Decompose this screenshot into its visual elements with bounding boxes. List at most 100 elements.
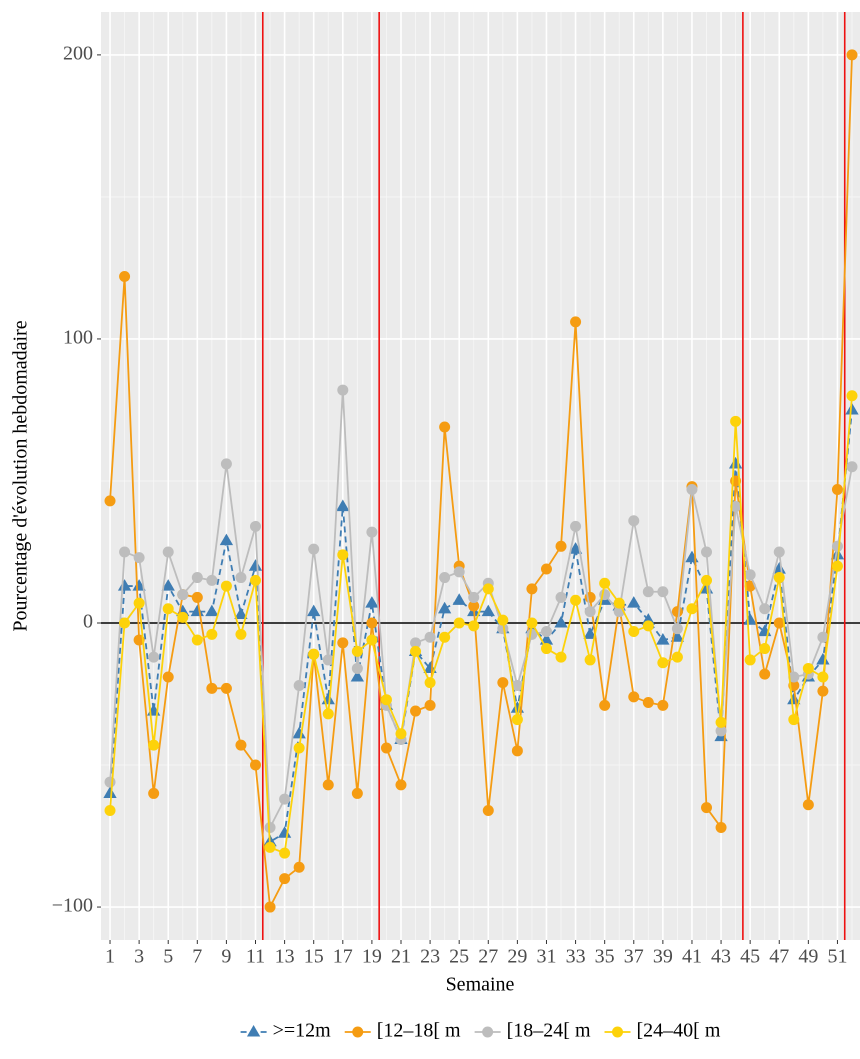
point xyxy=(816,652,830,665)
point xyxy=(773,572,785,584)
point xyxy=(584,606,596,618)
point xyxy=(555,591,567,603)
point xyxy=(322,779,334,791)
x-tick-label: 43 xyxy=(711,946,731,968)
point xyxy=(250,759,262,771)
point xyxy=(191,572,203,584)
legend-key xyxy=(240,1025,267,1037)
x-tick-label: 5 xyxy=(163,946,173,968)
point xyxy=(162,603,174,615)
point xyxy=(570,520,582,532)
point xyxy=(468,620,480,632)
point xyxy=(715,725,727,737)
point xyxy=(802,662,814,674)
point xyxy=(410,645,422,657)
x-tick-label: 13 xyxy=(275,946,295,968)
point xyxy=(453,566,465,578)
x-tick-label: 7 xyxy=(192,946,202,968)
point xyxy=(540,563,552,575)
point xyxy=(628,626,640,638)
point xyxy=(511,679,523,691)
point xyxy=(366,617,378,629)
point xyxy=(612,1026,624,1038)
point xyxy=(206,682,218,694)
x-tick-label: 45 xyxy=(740,946,760,968)
point xyxy=(351,645,363,657)
point xyxy=(206,628,218,640)
point xyxy=(248,559,263,571)
series-line xyxy=(109,409,853,844)
series-line xyxy=(109,395,853,855)
point xyxy=(759,603,771,615)
y-tick-label: 200 xyxy=(63,42,93,64)
point xyxy=(234,607,248,620)
point xyxy=(787,692,801,705)
point xyxy=(219,533,234,546)
point xyxy=(279,847,291,859)
point xyxy=(322,654,334,666)
point xyxy=(439,631,451,643)
point xyxy=(497,677,509,689)
x-tick-label: 37 xyxy=(624,946,644,968)
point xyxy=(657,657,669,669)
point xyxy=(583,627,597,639)
point xyxy=(744,654,756,666)
point xyxy=(730,501,742,513)
point xyxy=(235,572,247,584)
point xyxy=(570,594,582,606)
point xyxy=(759,643,771,655)
point xyxy=(772,562,786,574)
point xyxy=(497,623,509,635)
point xyxy=(628,691,640,703)
point xyxy=(308,543,320,555)
x-tick-label: 9 xyxy=(221,946,231,968)
legend-key xyxy=(344,1026,371,1038)
point xyxy=(657,699,669,711)
point xyxy=(250,520,262,532)
series-line xyxy=(109,54,853,911)
point xyxy=(235,628,247,640)
point xyxy=(293,861,305,873)
point xyxy=(497,614,509,626)
point xyxy=(308,648,320,660)
point xyxy=(671,651,683,663)
point xyxy=(162,546,174,558)
point xyxy=(686,483,698,495)
x-tick-label: 11 xyxy=(246,946,265,968)
point xyxy=(279,873,291,885)
point xyxy=(715,716,727,728)
point xyxy=(350,669,364,682)
point xyxy=(119,270,131,282)
point xyxy=(119,617,131,629)
point xyxy=(279,793,291,805)
point xyxy=(104,776,116,788)
point xyxy=(337,384,349,396)
x-tick-label: 47 xyxy=(769,946,789,968)
point xyxy=(642,586,654,598)
x-tick-label: 15 xyxy=(304,946,324,968)
point xyxy=(322,708,334,720)
point xyxy=(148,651,160,663)
point xyxy=(788,671,800,683)
x-tick-label: 49 xyxy=(798,946,818,968)
legend-label: [18–24[ m xyxy=(507,1020,591,1042)
point xyxy=(351,662,363,674)
point xyxy=(773,617,785,629)
point xyxy=(671,623,683,635)
point xyxy=(773,546,785,558)
point xyxy=(191,591,203,603)
x-tick-label: 19 xyxy=(362,946,382,968)
y-tick-label: −100 xyxy=(52,895,93,917)
x-axis-title: Semaine xyxy=(446,974,515,996)
point xyxy=(599,699,611,711)
x-tick-label: 25 xyxy=(449,946,469,968)
point xyxy=(802,799,814,811)
point xyxy=(439,572,451,584)
point xyxy=(599,577,611,589)
x-tick-label: 23 xyxy=(420,946,440,968)
point xyxy=(352,1026,364,1038)
point xyxy=(468,600,480,612)
point xyxy=(846,390,858,402)
point xyxy=(468,591,480,603)
